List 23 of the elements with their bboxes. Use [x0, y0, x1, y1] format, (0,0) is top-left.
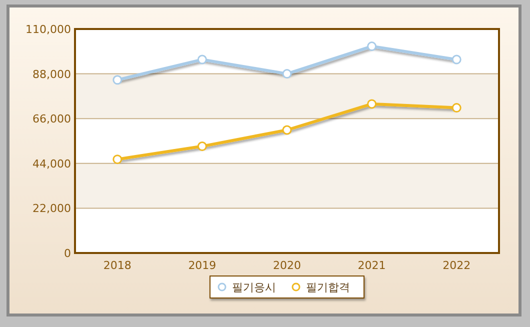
point: [452, 54, 462, 64]
x-tick-label: 2021: [358, 259, 386, 272]
y-tick-label: 0: [64, 247, 71, 260]
point: [452, 103, 462, 113]
y-tick-label: 22,000: [32, 202, 71, 216]
point: [282, 125, 292, 135]
point: [367, 42, 377, 52]
point: [197, 54, 207, 64]
x-tick-label: 2020: [273, 259, 301, 272]
point: [197, 142, 207, 152]
y-tick-label: 88,000: [32, 68, 71, 81]
x-tick-label: 2022: [442, 259, 471, 272]
point: [367, 99, 377, 109]
y-tick-label: 110,000: [26, 23, 71, 36]
y-tick-label: 44,000: [32, 157, 71, 170]
legend-label: 필기합격: [306, 281, 350, 294]
point: [112, 154, 122, 164]
x-tick-label: 2019: [188, 259, 216, 272]
legend-label: 필기응시: [232, 281, 276, 294]
point: [112, 75, 122, 85]
y-tick-label: 66,000: [32, 112, 71, 126]
x-tick-label: 2018: [103, 259, 132, 272]
point: [282, 69, 292, 79]
